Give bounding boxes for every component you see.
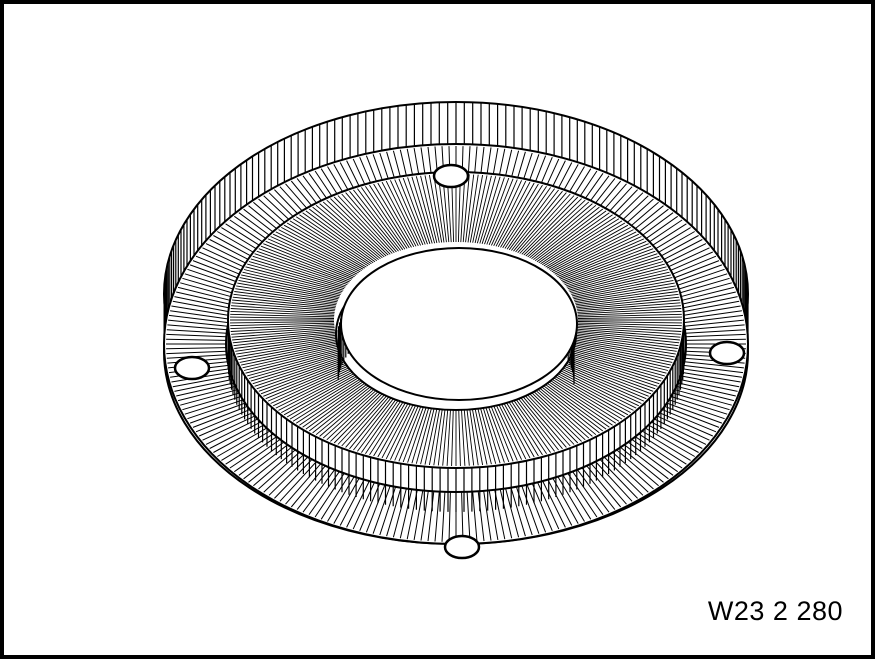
flange-ring-illustration bbox=[163, 101, 749, 560]
bolt-hole-1 bbox=[432, 163, 470, 189]
bolt-hole-3 bbox=[708, 340, 746, 366]
boss-wall-hatching bbox=[227, 320, 685, 512]
figure-code: W23 2 280 bbox=[707, 596, 843, 626]
outer-rim-wall-hatching bbox=[163, 102, 749, 352]
boss-face-hatching bbox=[229, 173, 683, 467]
center-bore-opening bbox=[340, 247, 578, 401]
bolt-hole-2 bbox=[173, 355, 211, 381]
bolt-hole-4 bbox=[443, 534, 481, 560]
